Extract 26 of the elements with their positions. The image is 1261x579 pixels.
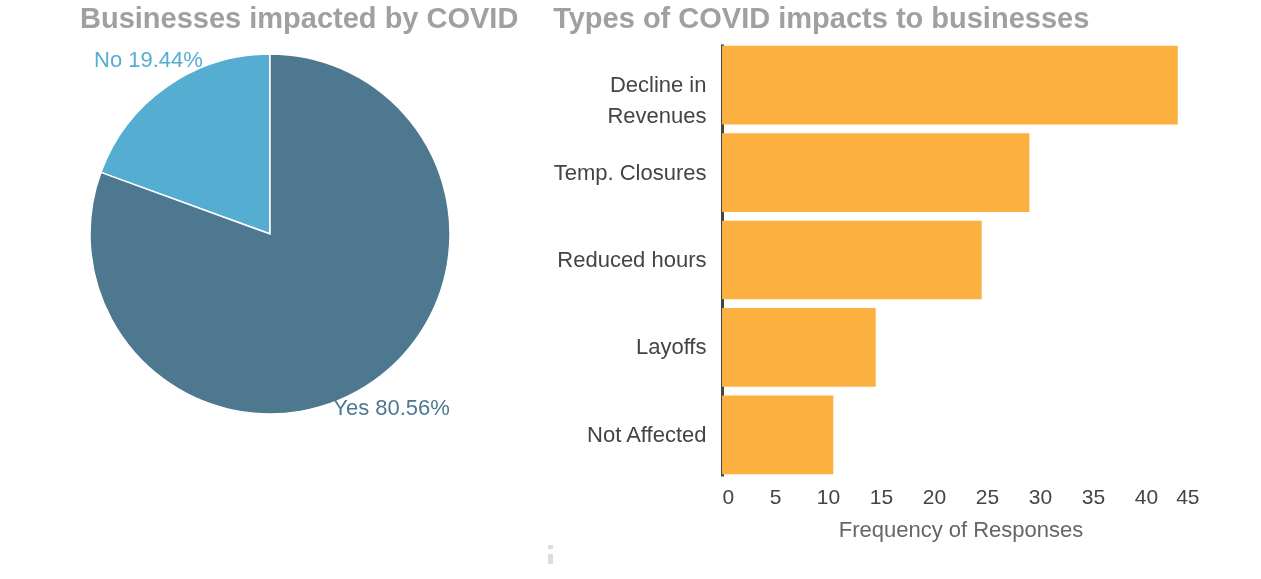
- x-tick-label: 30: [1028, 484, 1053, 508]
- y-tick-label: Temp. Closures: [553, 159, 707, 185]
- y-tick-label: Layoffs: [635, 334, 707, 360]
- bar: [722, 45, 1178, 125]
- x-axis-title: Frequency of Responses: [838, 516, 1084, 542]
- pie-slice: [89, 53, 451, 415]
- x-tick-label: 20: [922, 484, 947, 508]
- x-tick-label: 0: [722, 484, 735, 508]
- bar: [722, 133, 1030, 212]
- bar: [722, 308, 876, 387]
- bar: [722, 220, 982, 300]
- x-tick-label: 10: [816, 484, 841, 508]
- x-tick-label: 15: [869, 484, 894, 508]
- slice-label: Yes 80.56%: [333, 394, 450, 420]
- x-tick-label: 45: [1176, 484, 1200, 508]
- y-tick-label: Reduced hours: [557, 247, 707, 272]
- slice-label: No 19.44%: [94, 47, 203, 73]
- y-tick-label: Decline in Revenues: [607, 72, 707, 129]
- x-tick-label: 25: [975, 484, 1000, 508]
- chart-title: Businesses impacted by COVID: [80, 2, 519, 34]
- x-tick-label: 40: [1134, 484, 1159, 508]
- chart-title: Types of COVID impacts to businesses: [553, 2, 1090, 34]
- x-tick-label: 5: [769, 484, 782, 508]
- bar: [722, 395, 834, 475]
- x-tick-label: 35: [1081, 484, 1106, 508]
- y-tick-label: Not Affected: [587, 421, 707, 447]
